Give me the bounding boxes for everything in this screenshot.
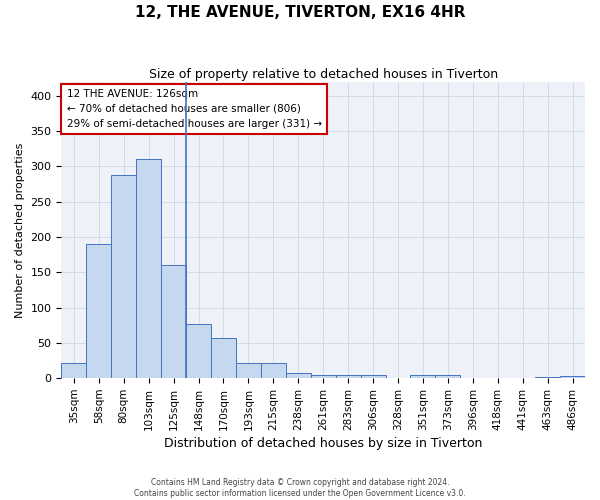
- Bar: [261, 362, 286, 378]
- Bar: [560, 376, 585, 378]
- Text: 12, THE AVENUE, TIVERTON, EX16 4HR: 12, THE AVENUE, TIVERTON, EX16 4HR: [135, 5, 465, 20]
- Title: Size of property relative to detached houses in Tiverton: Size of property relative to detached ho…: [149, 68, 498, 80]
- Y-axis label: Number of detached properties: Number of detached properties: [15, 142, 25, 318]
- Bar: [111, 175, 136, 378]
- Bar: [335, 374, 361, 378]
- Bar: [186, 324, 211, 378]
- Text: Contains HM Land Registry data © Crown copyright and database right 2024.
Contai: Contains HM Land Registry data © Crown c…: [134, 478, 466, 498]
- Bar: [311, 374, 335, 378]
- Bar: [86, 244, 111, 378]
- Bar: [361, 376, 386, 378]
- Bar: [286, 374, 311, 378]
- Bar: [436, 376, 460, 378]
- Text: 12 THE AVENUE: 126sqm
← 70% of detached houses are smaller (806)
29% of semi-det: 12 THE AVENUE: 126sqm ← 70% of detached …: [67, 89, 322, 128]
- Bar: [136, 160, 161, 378]
- Bar: [236, 362, 261, 378]
- Bar: [161, 265, 186, 378]
- Bar: [211, 338, 236, 378]
- Bar: [410, 376, 436, 378]
- X-axis label: Distribution of detached houses by size in Tiverton: Distribution of detached houses by size …: [164, 437, 482, 450]
- Bar: [535, 377, 560, 378]
- Bar: [61, 362, 86, 378]
